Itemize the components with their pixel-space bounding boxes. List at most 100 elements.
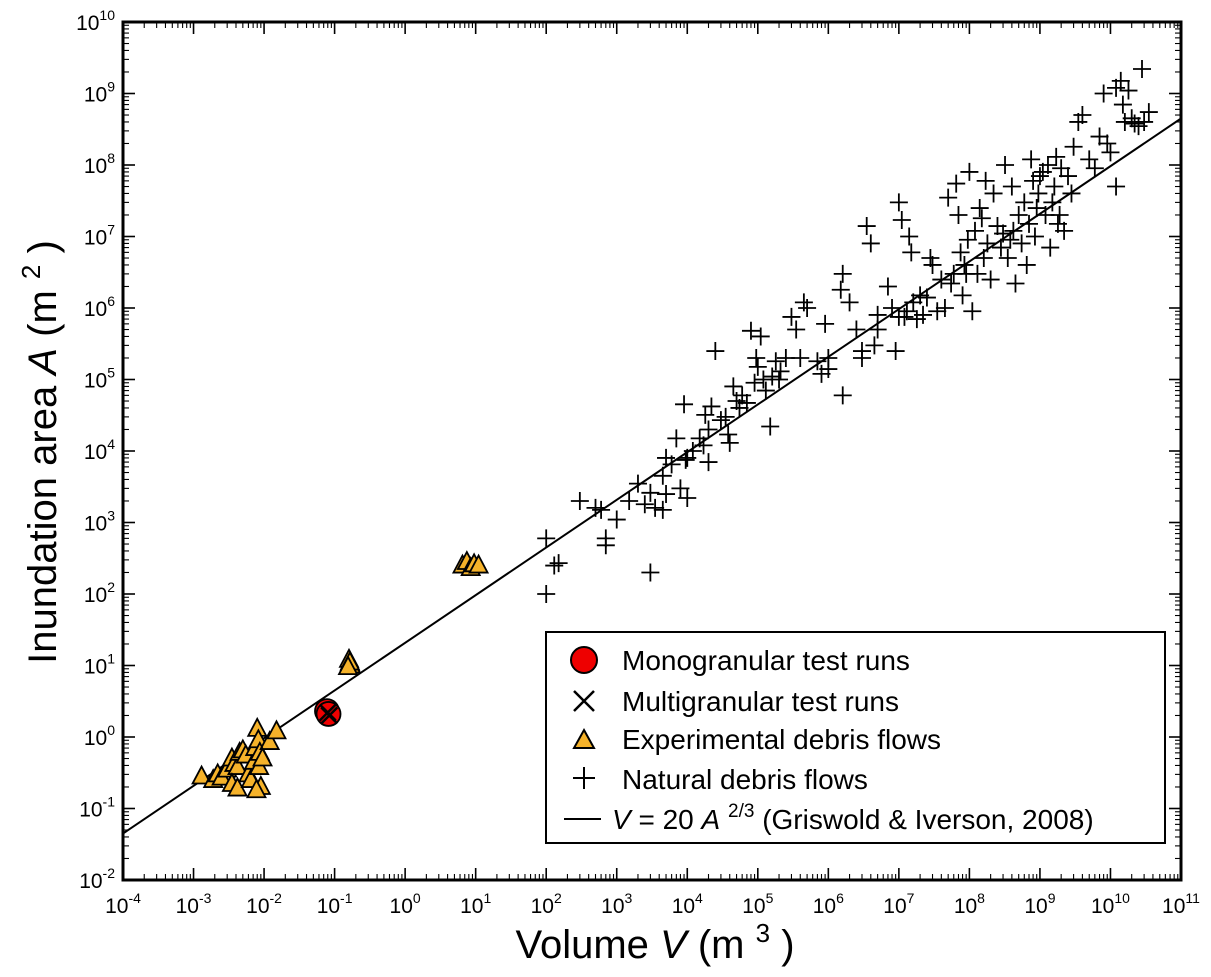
natural-debris-flow-point (935, 299, 954, 317)
y-tick-label-base: 10 (84, 513, 107, 536)
natural-debris-flow-point (965, 221, 984, 240)
natural-debris-flow-point (549, 554, 568, 573)
y-tick-label-base: 10 (79, 799, 102, 822)
legend-eq-exp: 2/3 (728, 801, 754, 822)
natural-debris-flow-point (958, 230, 977, 249)
natural-debris-flow-point (833, 264, 852, 283)
natural-debris-flow-point (711, 411, 730, 430)
x-tick-label-exp: 8 (977, 890, 985, 906)
x-tick-label-base: 10 (105, 895, 128, 918)
natural-debris-flow-point (984, 184, 1003, 203)
natural-debris-flow-point (963, 302, 982, 321)
natural-debris-flow-point (1135, 112, 1154, 131)
natural-debris-flow-point (953, 286, 972, 305)
natural-debris-flow-point (1004, 221, 1023, 240)
y-axis-unit-exp: 2 (16, 265, 46, 279)
natural-debris-flow-point (1055, 221, 1074, 240)
natural-debris-flow-point (592, 500, 611, 519)
x-tick-label-base: 10 (954, 895, 977, 918)
natural-debris-flow-point (955, 255, 974, 274)
y-tick-label: 105 (84, 365, 115, 393)
natural-debris-flow-point (737, 393, 756, 412)
natural-debris-flow-point (1043, 193, 1062, 212)
natural-debris-flow-point (1009, 205, 1028, 224)
y-tick-label-base: 10 (76, 12, 99, 35)
x-tick-label: 103 (601, 890, 632, 918)
natural-debris-flow-point (1113, 95, 1132, 114)
x-tick-label: 100 (390, 890, 421, 918)
svg-text:Inundation area: Inundation area A (m 2 ) (5, 240, 65, 664)
natural-debris-flow-point (1020, 214, 1039, 233)
legend: Monogranular test runs Multigranular tes… (545, 631, 1166, 844)
natural-debris-flow-point (1073, 106, 1092, 125)
natural-debris-flow-point (1045, 177, 1064, 196)
experimental-debris-flow-point (337, 655, 359, 675)
natural-debris-flow-point (748, 357, 767, 376)
x-tick-label-exp: 2 (554, 890, 562, 906)
natural-debris-flow-point (653, 500, 672, 519)
y-tick-label: 100 (84, 722, 115, 750)
natural-debris-flow-point (1107, 78, 1126, 97)
y-tick-label-base: 10 (79, 870, 102, 893)
y-tick-label-exp: 1 (107, 651, 115, 667)
y-tick-label-base: 10 (84, 441, 107, 464)
multigranular-test-run-point (320, 706, 339, 725)
natural-debris-flow-point (771, 362, 790, 381)
natural-debris-flow-point (970, 199, 989, 218)
y-tick-label: 101 (84, 651, 115, 679)
y-tick-label-base: 10 (84, 584, 107, 607)
x-tick-label: 105 (742, 890, 773, 918)
natural-debris-flow-point (1047, 147, 1066, 166)
natural-debris-flow-point (719, 425, 738, 444)
natural-debris-flow-point (607, 510, 626, 529)
x-tick-label-exp: 1 (483, 890, 491, 906)
x-tick-label: 101 (460, 890, 491, 918)
legend-eq-var-v: V (612, 804, 633, 835)
natural-debris-flow-point (545, 556, 564, 575)
y-tick-label-exp: 7 (107, 222, 115, 238)
x-tick-label-base: 10 (317, 895, 340, 918)
x-tick-label-base: 10 (176, 895, 199, 918)
x-tick-label-exp: 5 (766, 890, 774, 906)
y-tick-label-exp: -2 (103, 865, 116, 881)
x-axis-title-text: Volume (515, 923, 648, 967)
x-tick-label-exp: -4 (128, 890, 141, 906)
experimental-debris-flow-point (245, 778, 267, 799)
natural-debris-flow-point (861, 234, 880, 253)
x-tick-label-base: 10 (390, 895, 413, 918)
y-tick-label: 108 (84, 150, 115, 178)
y-axis-title-text: Inundation area (21, 385, 65, 664)
natural-debris-flow-point (657, 485, 676, 504)
x-axis-title: Volume V (m 3 ) (515, 918, 794, 967)
natural-debris-flow-point (646, 498, 665, 517)
y-tick-label: 10-1 (79, 794, 115, 822)
natural-debris-flow-point (620, 491, 639, 510)
x-tick-label-exp: 0 (413, 890, 421, 906)
x-tick-label-exp: -2 (270, 890, 283, 906)
natural-debris-flow-point (747, 348, 766, 367)
y-tick-label: 109 (84, 79, 115, 107)
x-tick-label-base: 10 (531, 895, 554, 918)
natural-debris-flow-point (960, 162, 979, 181)
natural-debris-flow-point (819, 348, 838, 367)
natural-debris-flow-point (1012, 234, 1031, 253)
natural-debris-flow-point (675, 395, 694, 414)
x-tick-label: 104 (672, 890, 703, 918)
natural-debris-flow-point (745, 373, 764, 392)
natural-debris-flow-point (683, 442, 702, 460)
y-tick-label-exp: 6 (107, 293, 115, 309)
natural-debris-flow-point (570, 491, 589, 510)
x-tick-label-base: 10 (672, 895, 695, 918)
natural-debris-flow-point (974, 249, 993, 268)
fit-line (123, 117, 1181, 835)
natural-debris-flow-point (751, 327, 770, 346)
natural-debris-flow-point (972, 209, 991, 228)
legend-label-multigranular: Multigranular test runs (622, 686, 899, 717)
natural-debris-flow-point (756, 381, 775, 400)
natural-debris-flow-point (1001, 230, 1020, 249)
natural-debris-flow-point (847, 320, 866, 339)
natural-debris-flow-point (998, 249, 1017, 268)
natural-debris-flow-point (1111, 71, 1130, 90)
legend-x-marker (573, 690, 595, 712)
y-tick-label-exp: 8 (107, 150, 115, 166)
